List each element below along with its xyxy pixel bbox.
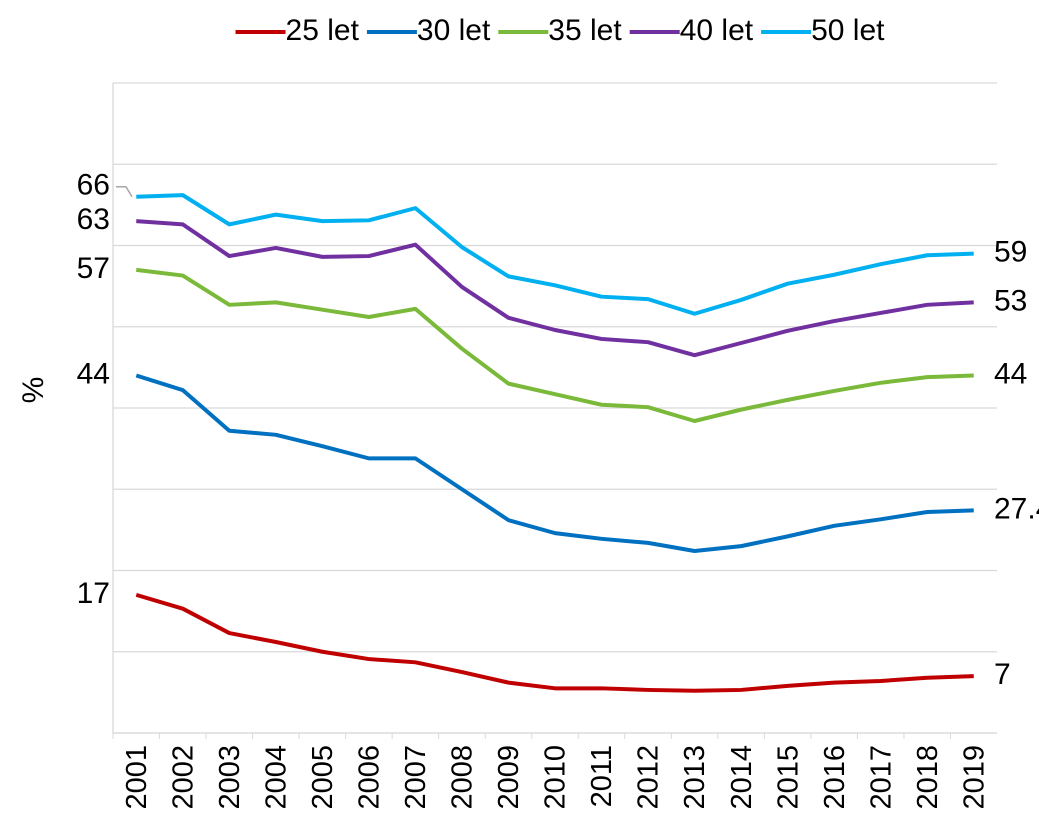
x-tick-label: 2014 — [726, 745, 758, 810]
data-label: 57 — [77, 252, 110, 285]
x-tick-label: 2009 — [493, 745, 525, 810]
x-tick-label: 2002 — [167, 745, 199, 810]
x-tick-label: 2012 — [633, 745, 665, 810]
legend-item: 30 let — [366, 14, 491, 47]
series-line — [135, 592, 974, 693]
x-tick-label: 2011 — [586, 745, 618, 807]
legend-item: 35 let — [498, 14, 622, 47]
legend-item: 40 let — [629, 14, 754, 47]
data-label: 59 — [994, 236, 1027, 269]
x-tick-label: 2013 — [679, 745, 711, 810]
x-tick-label: 2004 — [260, 745, 292, 810]
x-tick-label: 2019 — [958, 745, 990, 810]
x-tick-label: 2003 — [214, 745, 246, 810]
data-label: 44 — [994, 357, 1027, 390]
legend-label: 35 let — [548, 14, 622, 47]
x-tick-label: 2018 — [912, 745, 944, 810]
series-line — [136, 219, 974, 358]
x-tick-label: 2006 — [354, 745, 386, 810]
legend-item: 50 let — [761, 14, 885, 47]
x-tick-label: 2010 — [540, 745, 572, 810]
x-tick-label: 2005 — [307, 745, 339, 810]
legend-item: 25 let — [235, 14, 360, 47]
data-label: 17 — [77, 577, 110, 610]
legend-label: 25 let — [286, 14, 360, 47]
data-label: 66 — [77, 169, 110, 202]
data-label: 44 — [77, 357, 110, 390]
data-label: 63 — [77, 203, 110, 236]
x-tick-label: 2007 — [400, 745, 432, 810]
x-tick-label: 2015 — [772, 745, 804, 810]
x-tick-label: 2001 — [121, 745, 153, 810]
x-tick-label: 2017 — [865, 745, 897, 810]
legend-label: 40 let — [680, 14, 754, 47]
legend-label: 30 let — [417, 14, 491, 47]
x-tick-label: 2016 — [819, 745, 851, 810]
series-line — [136, 267, 974, 423]
label-leader — [116, 186, 133, 198]
data-label: 27.4 — [994, 492, 1039, 525]
y-axis-label: % — [17, 377, 50, 404]
legend-label: 50 let — [811, 14, 885, 47]
data-label: 7 — [994, 658, 1011, 691]
data-label: 53 — [994, 284, 1027, 317]
legend: 25 let 30 let 35 let 40 let 50 let — [235, 14, 885, 47]
series-line — [135, 373, 974, 553]
series-line — [136, 193, 974, 316]
x-tick-label: 2008 — [447, 745, 479, 810]
